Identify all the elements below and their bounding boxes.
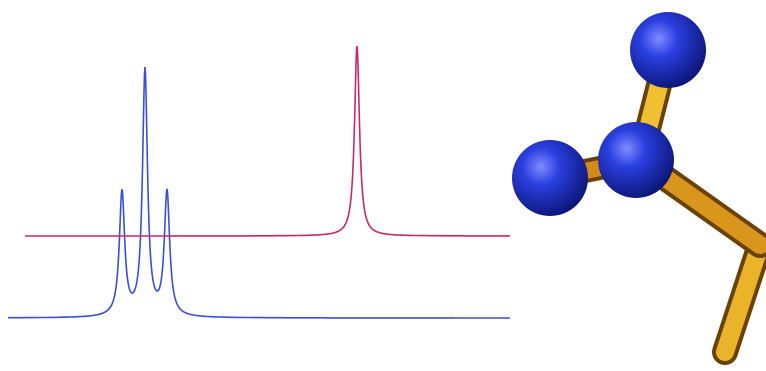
atom [630,12,706,88]
page: {} (() => { const trace [0,0,766,371]
molecular-model [512,12,760,352]
atom [598,122,674,198]
spectra [8,46,510,318]
bonds [550,50,760,352]
red-spectrum [25,46,510,236]
blue-spectrum [8,67,510,318]
figure [0,0,766,371]
atom [512,140,588,216]
